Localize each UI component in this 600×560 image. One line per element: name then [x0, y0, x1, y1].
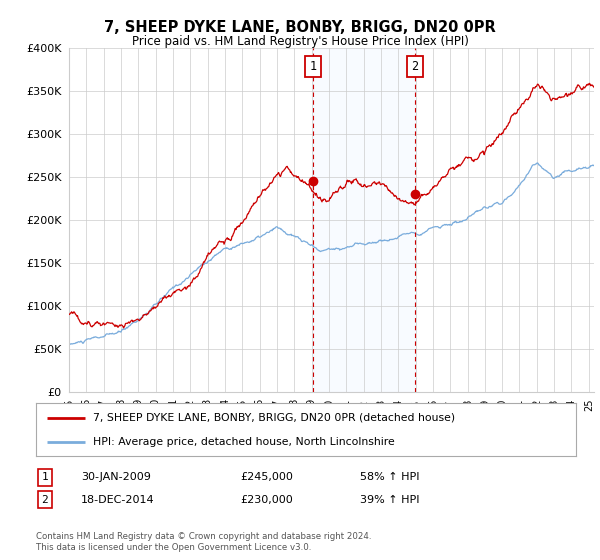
- Text: 30-JAN-2009: 30-JAN-2009: [81, 472, 151, 482]
- Text: Contains HM Land Registry data © Crown copyright and database right 2024.
This d: Contains HM Land Registry data © Crown c…: [36, 532, 371, 552]
- Text: 2: 2: [41, 494, 49, 505]
- Bar: [313, 48, 415, 392]
- Text: 39% ↑ HPI: 39% ↑ HPI: [360, 494, 419, 505]
- Text: £245,000: £245,000: [240, 472, 293, 482]
- Text: 2: 2: [411, 60, 418, 73]
- Text: 18-DEC-2014: 18-DEC-2014: [81, 494, 155, 505]
- Text: 1: 1: [310, 60, 317, 73]
- Text: 58% ↑ HPI: 58% ↑ HPI: [360, 472, 419, 482]
- Text: 1: 1: [41, 472, 49, 482]
- Text: Price paid vs. HM Land Registry's House Price Index (HPI): Price paid vs. HM Land Registry's House …: [131, 35, 469, 48]
- Text: 7, SHEEP DYKE LANE, BONBY, BRIGG, DN20 0PR: 7, SHEEP DYKE LANE, BONBY, BRIGG, DN20 0…: [104, 20, 496, 35]
- Text: 7, SHEEP DYKE LANE, BONBY, BRIGG, DN20 0PR (detached house): 7, SHEEP DYKE LANE, BONBY, BRIGG, DN20 0…: [92, 413, 455, 423]
- Text: £230,000: £230,000: [240, 494, 293, 505]
- Text: HPI: Average price, detached house, North Lincolnshire: HPI: Average price, detached house, Nort…: [92, 437, 394, 447]
